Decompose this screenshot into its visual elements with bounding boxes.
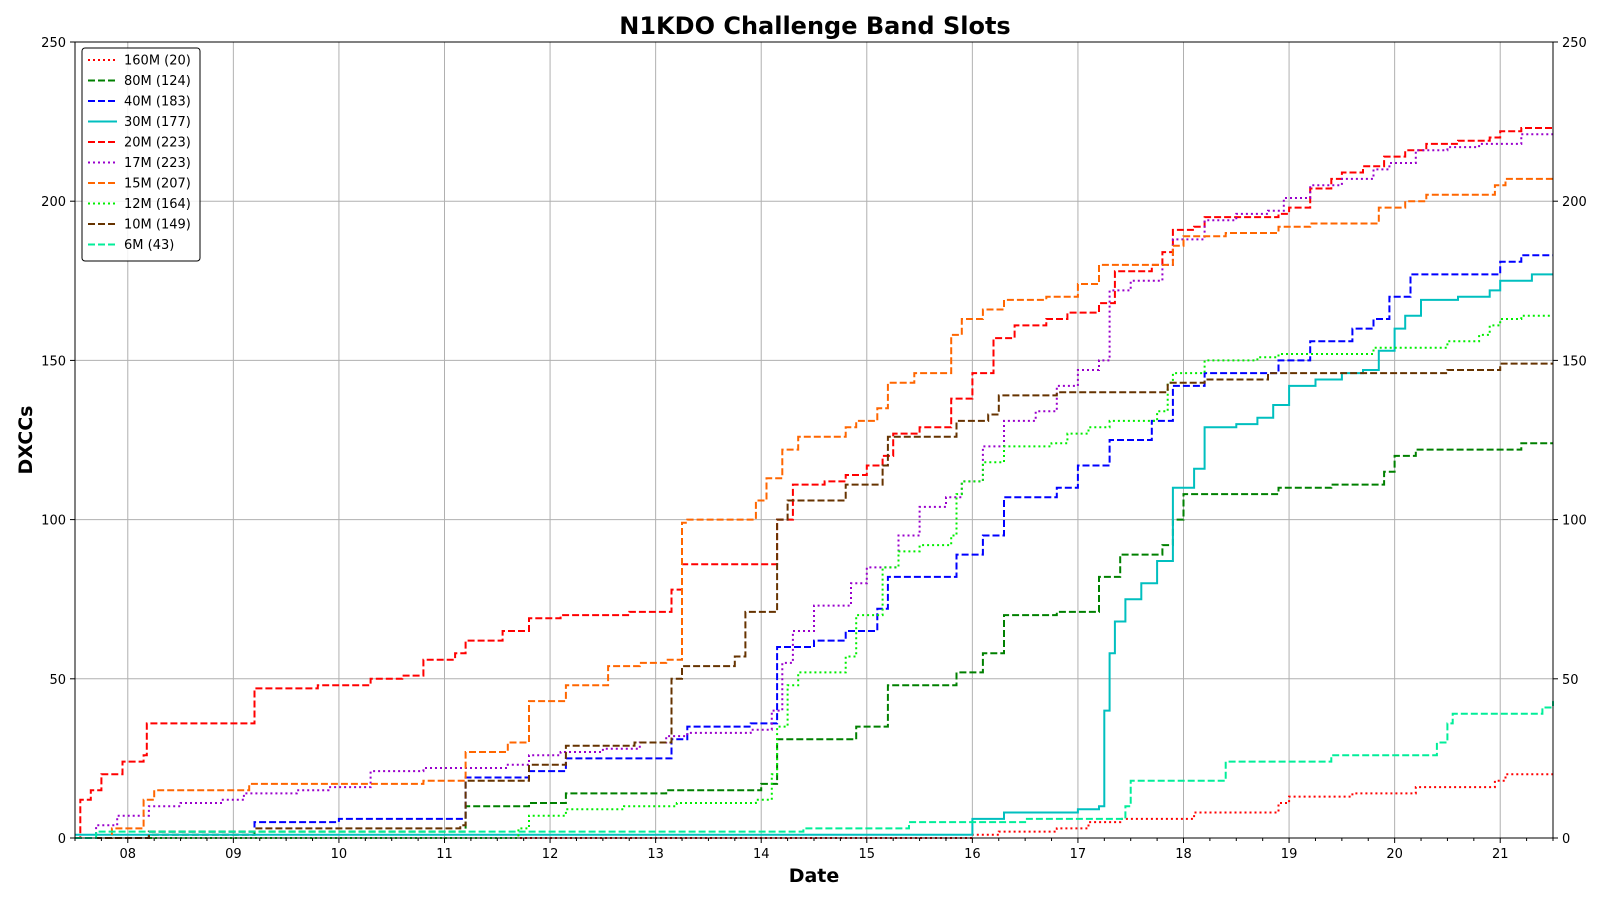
legend-label: 160M (20) bbox=[124, 54, 191, 69]
x-tick-label: 11 bbox=[436, 847, 453, 862]
plot-area bbox=[75, 127, 1554, 839]
x-tick-label: 10 bbox=[331, 847, 348, 862]
legend-label: 30M (177) bbox=[124, 115, 191, 130]
series-line-6 bbox=[75, 177, 1553, 839]
series-line-7 bbox=[75, 314, 1553, 839]
x-tick-label: 21 bbox=[1492, 847, 1509, 862]
y-tick-label-right: 200 bbox=[1562, 195, 1587, 210]
y-tick-label-left: 50 bbox=[49, 673, 66, 688]
axis-ticks: 08 09 10 11 12 13 14 15 16 17 18 19 20 21 0 0 50 50 100 100… bbox=[41, 36, 1587, 862]
x-tick-label: 15 bbox=[859, 847, 876, 862]
series-line-2 bbox=[75, 254, 1553, 839]
y-tick-label-right: 150 bbox=[1562, 354, 1587, 369]
legend: 160M (20) 80M (124) 40M (183) 30M (177) 20M … bbox=[81, 47, 201, 262]
grid bbox=[75, 41, 1553, 839]
x-tick-label: 08 bbox=[120, 847, 137, 862]
series-line-8 bbox=[75, 362, 1553, 839]
x-tick-label: 13 bbox=[647, 847, 664, 862]
x-tick-label: 19 bbox=[1281, 847, 1298, 862]
y-tick-label-right: 100 bbox=[1562, 514, 1587, 529]
x-tick-label: 20 bbox=[1386, 847, 1403, 862]
y-tick-label-right: 50 bbox=[1562, 673, 1579, 688]
legend-label: 12M (164) bbox=[124, 197, 191, 212]
chart-title: N1KDO Challenge Band Slots bbox=[619, 12, 1010, 40]
legend-label: 17M (223) bbox=[124, 156, 191, 171]
series-line-1 bbox=[75, 442, 1553, 839]
y-tick-label-left: 0 bbox=[58, 832, 66, 847]
series-line-9 bbox=[75, 701, 1554, 839]
legend-label: 10M (149) bbox=[124, 218, 191, 233]
series-line-5 bbox=[75, 133, 1553, 839]
series-line-3 bbox=[75, 273, 1553, 836]
y-tick-label-left: 200 bbox=[41, 195, 66, 210]
x-tick-label: 09 bbox=[225, 847, 242, 862]
x-tick-label: 18 bbox=[1175, 847, 1192, 862]
legend-label: 6M (43) bbox=[124, 238, 174, 253]
x-axis-label: Date bbox=[789, 865, 840, 887]
y-axis-label: DXCCs bbox=[15, 406, 37, 475]
x-tick-label: 17 bbox=[1070, 847, 1087, 862]
plot-frame bbox=[74, 41, 1554, 839]
legend-label: 15M (207) bbox=[124, 177, 191, 192]
y-tick-label-right: 0 bbox=[1562, 832, 1570, 847]
series-line-0 bbox=[75, 773, 1553, 839]
x-tick-label: 12 bbox=[542, 847, 559, 862]
y-tick-label-left: 250 bbox=[41, 36, 66, 51]
x-tick-label: 16 bbox=[964, 847, 981, 862]
series-line-4 bbox=[75, 127, 1553, 839]
y-tick-label-left: 100 bbox=[41, 514, 66, 529]
y-tick-label-right: 250 bbox=[1562, 36, 1587, 51]
x-tick-label: 14 bbox=[753, 847, 770, 862]
y-tick-label-left: 150 bbox=[41, 354, 66, 369]
legend-label: 80M (124) bbox=[124, 74, 191, 89]
legend-label: 20M (223) bbox=[124, 136, 191, 151]
legend-label: 40M (183) bbox=[124, 95, 191, 110]
